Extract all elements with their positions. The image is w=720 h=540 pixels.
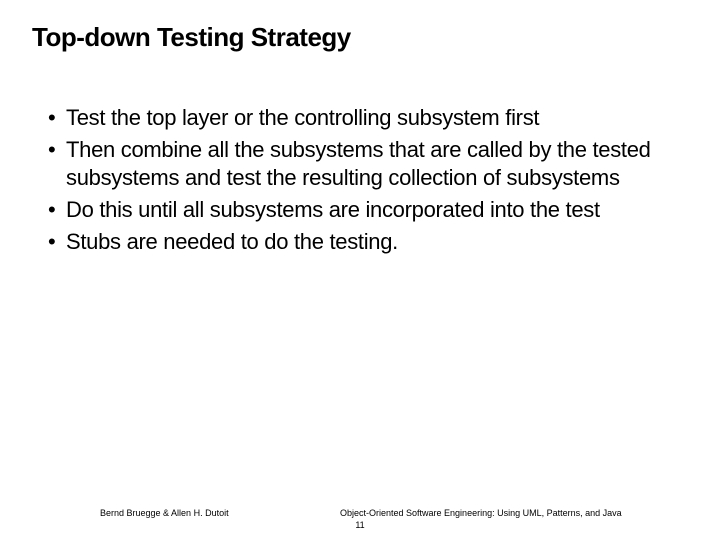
bullet-icon: • (48, 196, 66, 224)
footer-book-title: Object-Oriented Software Engineering: Us… (340, 508, 690, 518)
bullet-text: Do this until all subsystems are incorpo… (66, 196, 600, 224)
list-item: • Test the top layer or the controlling … (48, 104, 672, 132)
bullet-text: Test the top layer or the controlling su… (66, 104, 539, 132)
list-item: • Stubs are needed to do the testing. (48, 228, 672, 256)
list-item: • Do this until all subsystems are incor… (48, 196, 672, 224)
bullet-icon: • (48, 228, 66, 256)
slide: Top-down Testing Strategy • Test the top… (0, 0, 720, 540)
footer-author: Bernd Bruegge & Allen H. Dutoit (100, 508, 229, 518)
bullet-icon: • (48, 104, 66, 132)
bullet-icon: • (48, 136, 66, 164)
bullet-text: Stubs are needed to do the testing. (66, 228, 398, 256)
footer-page-number: 11 (0, 520, 720, 530)
bullet-list: • Test the top layer or the controlling … (48, 104, 672, 260)
slide-title: Top-down Testing Strategy (32, 22, 351, 53)
bullet-text: Then combine all the subsystems that are… (66, 136, 672, 192)
list-item: • Then combine all the subsystems that a… (48, 136, 672, 192)
